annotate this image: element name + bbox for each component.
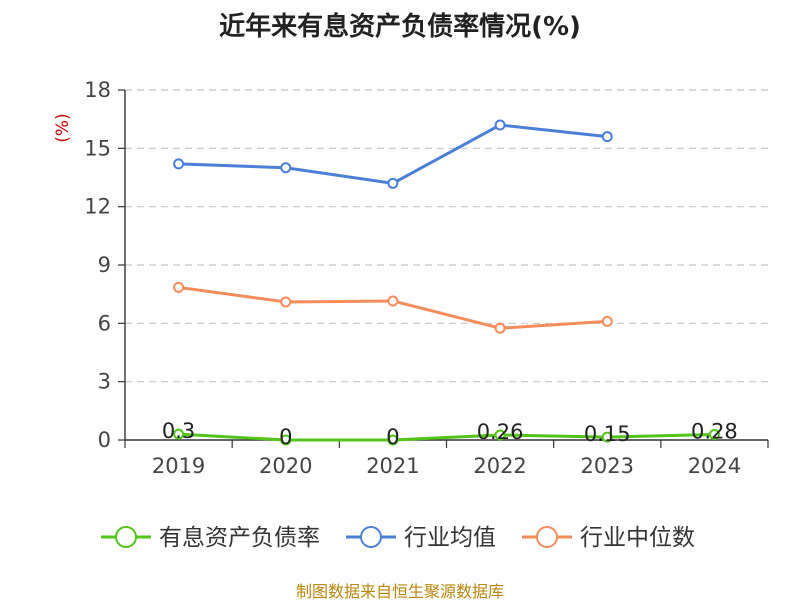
data-point: [387, 434, 399, 446]
y-tick-label: 0: [98, 428, 111, 452]
data-point: [494, 119, 506, 131]
data-point: [601, 431, 613, 443]
data-point: [387, 295, 399, 307]
data-point: [173, 281, 185, 293]
series-line: [178, 123, 608, 185]
data-point: [601, 131, 613, 143]
data-point: [173, 428, 185, 440]
x-tick-label: 2020: [259, 454, 312, 478]
legend-item: 行业中位数: [522, 525, 695, 551]
legend-item: 行业均值: [346, 525, 496, 551]
data-label: 0.15: [584, 422, 631, 446]
data-point: [280, 296, 292, 308]
legend-swatch-marker: [115, 526, 137, 548]
chart-title: 近年来有息资产负债率情况(%): [219, 12, 581, 42]
data-point: [601, 315, 613, 327]
data-point: [173, 158, 185, 170]
data-point: [280, 162, 292, 174]
legend-label: 行业中位数: [580, 525, 695, 551]
series-0: [173, 428, 720, 446]
x-tick-label: 2019: [152, 454, 205, 478]
legend-label: 有息资产负债率: [159, 525, 320, 551]
legend-swatch-marker: [536, 526, 558, 548]
data-point: [494, 429, 506, 441]
data-point: [387, 177, 399, 189]
y-tick-label: 15: [84, 136, 111, 160]
data-label: 0.26: [477, 420, 524, 444]
legend-item: 有息资产负债率: [101, 525, 320, 551]
data-label: 0.28: [691, 420, 738, 444]
x-tick-label: 2022: [473, 454, 526, 478]
legend-label: 行业均值: [404, 525, 496, 551]
y-axis-label: (%): [53, 113, 73, 142]
legend: 有息资产负债率 行业均值 行业中位数: [101, 525, 695, 551]
series-2: [173, 281, 613, 334]
x-tick-label: 2023: [581, 454, 634, 478]
data-labels: 0.3 0 0 0.26 0.15 0.28: [162, 419, 738, 449]
source-note: 制图数据来自恒生聚源数据库: [295, 582, 504, 601]
y-tick-label: 12: [84, 195, 111, 219]
series-1: [173, 119, 613, 189]
data-label: 0.3: [162, 419, 195, 443]
series-lines: [173, 119, 720, 446]
data-label: 0: [386, 425, 399, 449]
axes: 0 3 6 9 12 15 18 2019 2020 2021 2022 2023 2024: [84, 78, 769, 478]
series-line: [178, 285, 608, 330]
y-tick-label: 6: [98, 311, 111, 335]
gridlines: [125, 89, 768, 383]
y-tick-label: 18: [84, 78, 111, 102]
series-line: [178, 432, 715, 442]
x-tick-label: 2024: [688, 454, 741, 478]
legend-swatch-marker: [360, 526, 382, 548]
data-point: [280, 434, 292, 446]
y-tick-label: 3: [98, 370, 111, 394]
y-tick-label: 9: [98, 253, 111, 277]
data-point: [494, 322, 506, 334]
x-tick-label: 2021: [366, 454, 419, 478]
data-point: [708, 429, 720, 441]
data-label: 0: [279, 425, 292, 449]
